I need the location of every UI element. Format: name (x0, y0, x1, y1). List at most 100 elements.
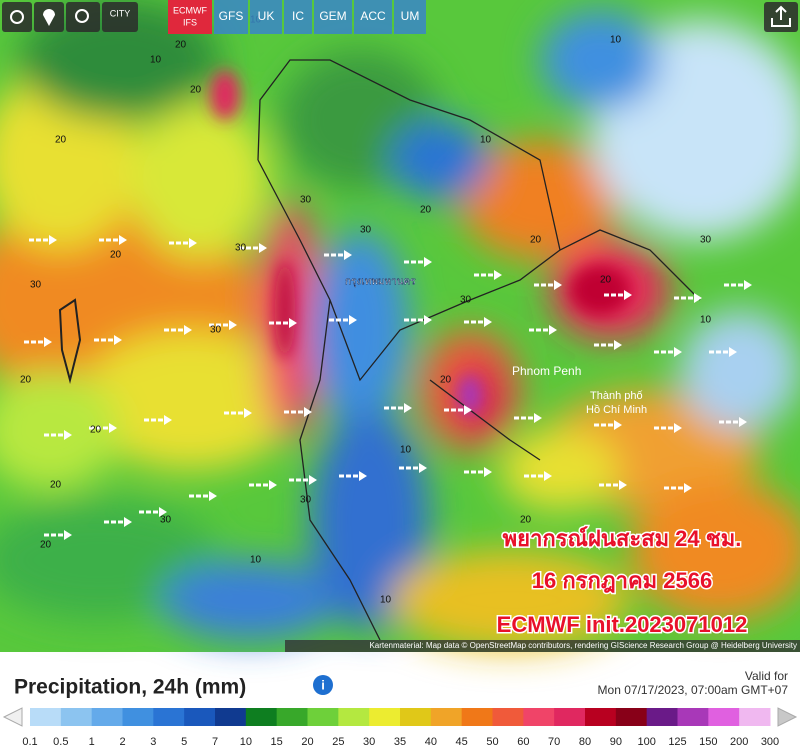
legend-swatch (184, 708, 216, 726)
wind-arrowhead (674, 347, 682, 357)
contour-label: 10 (380, 595, 392, 606)
legend-swatch (122, 708, 154, 726)
city-label: CITY (110, 8, 131, 18)
zoom-icon (75, 9, 89, 23)
city-button[interactable] (102, 2, 138, 32)
model-tab[interactable] (284, 0, 312, 34)
wind-arrowhead (184, 325, 192, 335)
zoom-button[interactable] (66, 2, 100, 32)
contour-label: 20 (50, 480, 62, 491)
legend-swatch (215, 708, 247, 726)
refresh-button[interactable] (2, 2, 32, 32)
contour-label: 10 (480, 135, 492, 146)
contour-label: 20 (530, 235, 542, 246)
wind-arrowhead (159, 507, 167, 517)
legend-tick-label: 25 (332, 736, 344, 748)
legend-swatch (585, 708, 617, 726)
model-tab[interactable] (214, 0, 248, 34)
contour-label: 30 (210, 325, 222, 336)
legend-swatch (338, 708, 370, 726)
contour-label: 20 (20, 375, 32, 386)
contour-label: 10 (610, 35, 622, 46)
legend-tick-label: 60 (517, 736, 529, 748)
precipitation-map[interactable]: 20 30 20 10 20 30 20 10 30 30 20 30 20 10 20 30 20 10 10 20… (0, 0, 800, 652)
legend-swatch (677, 708, 709, 726)
place-label: Thành phố (590, 390, 643, 402)
active-model-tab[interactable] (168, 0, 212, 34)
wind-arrowhead (549, 325, 557, 335)
color-legend: 0.1 0.5 1 2 3 5 7 10 15 20 25 30 35 40 45 50 60 70 80 90 100… (22, 708, 779, 748)
wind-arrowhead (624, 290, 632, 300)
model-label: ACC (360, 9, 386, 23)
legend-tick-label: 300 (761, 736, 779, 748)
overlay-line: 16 กรกฎาคม 2566 (532, 568, 712, 593)
wind-arrowhead (49, 235, 57, 245)
legend-swatch (30, 708, 62, 726)
wind-arrowhead (244, 408, 252, 418)
model-tab[interactable] (250, 0, 282, 34)
legend-swatch (646, 708, 678, 726)
share-icon (771, 5, 791, 27)
wind-arrowhead (114, 335, 122, 345)
legend-swatch (430, 708, 463, 726)
contour-label: 10 (250, 555, 262, 566)
model-tab[interactable] (394, 0, 426, 34)
legend-swatch (369, 708, 401, 726)
contour-label: 30 (235, 243, 247, 254)
model-label: IFS (183, 17, 197, 27)
wind-arrowhead (729, 347, 737, 357)
contour-label: 30 (460, 295, 472, 306)
legend-swatch (708, 708, 740, 726)
model-tab[interactable] (314, 0, 352, 34)
contour-label: 20 (600, 275, 612, 286)
legend-tick-label: 0.5 (53, 736, 68, 748)
contour-label: 20 (520, 515, 532, 526)
model-label: ECMWF (173, 5, 207, 15)
wind-arrowhead (694, 293, 702, 303)
place-label: กรุงเทพมหานคร (345, 277, 416, 288)
contour-label: 20 (55, 135, 67, 146)
info-icon: i (321, 677, 325, 692)
legend-tick-label: 7 (212, 736, 218, 748)
wind-arrowhead (744, 280, 752, 290)
legend-swatch (307, 708, 339, 726)
valid-time: Mon 07/17/2023, 07:00am GMT+07 (598, 683, 789, 697)
info-button[interactable] (313, 675, 333, 695)
wind-arrowhead (484, 467, 492, 477)
legend-tick-label: 35 (394, 736, 406, 748)
model-tab[interactable] (354, 0, 392, 34)
wind-arrowhead (464, 405, 472, 415)
legend-tick-label: 5 (181, 736, 187, 748)
wind-arrowhead (534, 413, 542, 423)
legend-tick-label: 125 (668, 736, 686, 748)
contour-label: 20 (90, 425, 102, 436)
legend-tick-label: 30 (363, 736, 375, 748)
contour-labels: 20 30 20 10 20 30 20 10 30 30 20 30 20 10 20 30 20 10 10 20… (20, 15, 712, 606)
wind-arrowhead (674, 423, 682, 433)
legend-tick-label: 100 (637, 736, 655, 748)
contour-label: 30 (300, 195, 312, 206)
wind-arrowhead (359, 471, 367, 481)
legend-swatch (461, 708, 493, 726)
place-label: Phnom Penh (512, 364, 581, 378)
legend-tick-label: 70 (548, 736, 560, 748)
contour-label: 20 (40, 540, 52, 551)
wind-arrowhead (349, 315, 357, 325)
location-icon (43, 9, 55, 26)
wind-arrowhead (309, 475, 317, 485)
legend-arrow-left (2, 707, 23, 727)
wind-arrowhead (289, 318, 297, 328)
wind-arrowhead (484, 317, 492, 327)
place-label: Hồ Chí Minh (586, 404, 647, 416)
contour-label: 30 (300, 495, 312, 506)
legend-tick-label: 40 (425, 736, 437, 748)
wind-arrowhead (554, 280, 562, 290)
contour-label: 30 (360, 225, 372, 236)
model-label: IC (292, 9, 304, 23)
legend-tick-label: 20 (301, 736, 313, 748)
model-label: UK (258, 9, 275, 23)
contour-label: 20 (440, 375, 452, 386)
legend-tick-label: 0.1 (22, 736, 37, 748)
wind-arrows (24, 235, 752, 540)
